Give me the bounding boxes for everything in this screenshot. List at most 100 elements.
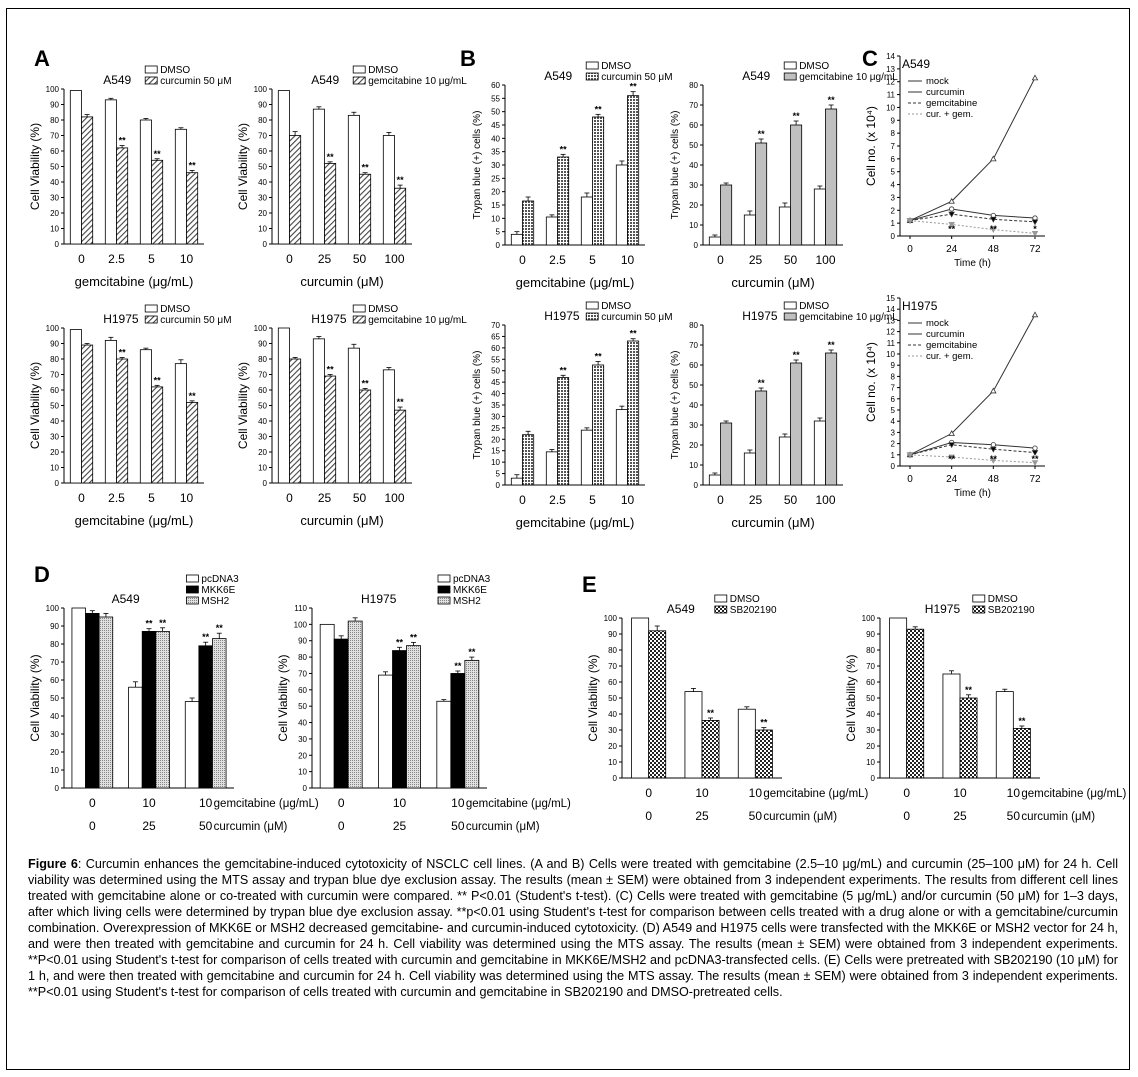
point-gemcitabine (1031, 450, 1039, 456)
point-cur-gem (906, 452, 914, 459)
significance-label: ** (397, 397, 405, 407)
legend-label-curcumin-50-m: curcumin 50 μM (160, 76, 231, 87)
panel-label-E: E (582, 572, 597, 597)
significance-label: ** (327, 365, 335, 375)
legend-label-gemcitabine-10-g-ml: gemcitabine 10 μg/mL (799, 72, 898, 83)
y-tick-label: 10 (689, 221, 698, 230)
significance-label: ** (189, 391, 197, 401)
significance-label: ** (707, 708, 715, 718)
cell-line-label: A549 (667, 602, 695, 616)
bar-dmso (69, 90, 82, 245)
y-tick-label: 60 (491, 81, 500, 90)
significance-label: ** (948, 224, 956, 234)
legend-label-pcdna3: pcDNA3 (201, 574, 239, 585)
cell-line-label: A549 (742, 69, 770, 83)
bar-dmso (813, 188, 826, 246)
y-tick-label: 60 (689, 361, 698, 370)
bar-dmso (104, 339, 117, 484)
y-tick-label: 14 (886, 52, 895, 61)
y-tick-label: 5 (496, 228, 501, 237)
y-tick-label: 0 (303, 784, 308, 793)
y-tick-label: 60 (866, 678, 875, 687)
y-tick-label: 20 (491, 435, 500, 444)
y-tick-label: 60 (258, 386, 267, 395)
x-tick-label: 2.5 (108, 252, 125, 266)
x-tick-label-row2: 0 (338, 819, 345, 833)
y-tick-label: 20 (50, 209, 59, 218)
legend-label-msh2: MSH2 (201, 596, 229, 607)
bar-curcumin-50-m (186, 172, 199, 245)
legend-swatch-dmso (585, 61, 599, 70)
y-tick-label: 40 (491, 134, 500, 143)
bar-mkk6e (450, 673, 466, 789)
y-axis-label: Cell Viability (%) (236, 123, 250, 210)
bar-dmso (139, 349, 152, 484)
y-tick-label: 100 (254, 324, 268, 333)
x-tick-label: 100 (815, 253, 835, 267)
y-tick-label: 70 (491, 321, 500, 330)
significance-label: ** (119, 136, 127, 146)
bar-curcumin-50-m (151, 159, 164, 245)
legend-label-mkk6e: MKK6E (453, 585, 487, 596)
x-tick-label-row2: 0 (89, 819, 96, 833)
y-tick-label: 100 (604, 614, 618, 623)
y-tick-label: 20 (689, 201, 698, 210)
significance-label: ** (758, 378, 766, 388)
x-tick-label: 0 (338, 796, 345, 810)
y-tick-label: 4 (891, 181, 896, 190)
y-tick-label: 10 (258, 225, 267, 234)
y-tick-label: 45 (491, 121, 500, 130)
y-tick-label: 50 (50, 402, 59, 411)
figure-frame (6, 8, 1130, 1070)
y-tick-label: 90 (50, 101, 59, 110)
bar-curcumin-50-m (186, 401, 199, 484)
bar-msh2 (347, 620, 363, 789)
y-tick-label: 20 (50, 448, 59, 457)
legend-swatch-curcumin-50-m (585, 312, 599, 321)
row-label-gemcitabine: gemcitabine (μg/mL) (466, 798, 571, 810)
bar-dmso (684, 691, 703, 779)
y-axis-label: Cell Viability (%) (28, 654, 42, 741)
y-tick-label: 20 (608, 742, 617, 751)
significance-label: ** (760, 718, 768, 728)
x-tick-label: 5 (148, 491, 155, 505)
significance-label: ** (202, 632, 210, 642)
y-tick-label: 35 (491, 148, 500, 157)
y-tick-label: 20 (689, 441, 698, 450)
y-axis-label: Cell Viability (%) (236, 362, 250, 449)
significance-label: ** (990, 454, 998, 464)
significance-label: ** (145, 619, 153, 629)
y-tick-label: 50 (298, 702, 307, 711)
bar-curcumin-50-m (81, 116, 94, 245)
bar-dmso (510, 233, 523, 246)
bar-gemcitabine-10-g-ml (790, 362, 803, 486)
significance-label: ** (758, 129, 766, 139)
y-tick-label: 5 (891, 168, 896, 177)
y-tick-label: 7 (891, 384, 896, 393)
significance-label: ** (828, 340, 836, 350)
bar-pcdna3 (71, 607, 86, 789)
cell-line-label: A549 (902, 57, 930, 71)
legend-swatch-sb202190 (714, 605, 728, 614)
legend-label-curcumin-50-m: curcumin 50 μM (601, 72, 672, 83)
x-tick-label: 100 (384, 252, 404, 266)
x-axis-label: curcumin (μM) (300, 274, 383, 289)
x-tick-label: 5 (589, 253, 596, 267)
y-tick-label: 80 (298, 653, 307, 662)
bar-curcumin-50-m (151, 386, 164, 484)
y-tick-label: 70 (298, 669, 307, 678)
significance-label: ** (630, 82, 638, 92)
bar-dmso (174, 128, 187, 245)
x-tick-label: 2.5 (549, 253, 566, 267)
legend-swatch-sb202190 (972, 605, 986, 614)
point-mock (948, 197, 955, 204)
row-label-gemcitabine: gemcitabine (μg/mL) (763, 788, 868, 800)
bar-mkk6e (333, 638, 349, 789)
legend-label-gemcitabine-10-g-ml: gemcitabine 10 μg/mL (368, 76, 467, 87)
y-tick-label: 10 (886, 350, 895, 359)
y-tick-label: 40 (491, 390, 500, 399)
bar-gemcitabine-10-g-ml (720, 422, 733, 486)
